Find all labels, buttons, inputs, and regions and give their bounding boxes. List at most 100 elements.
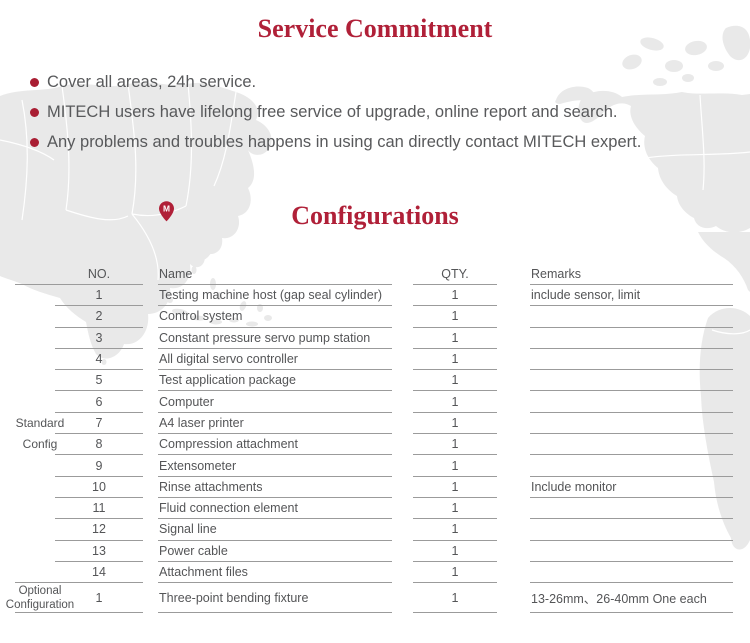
cell-name: Control system xyxy=(158,306,392,328)
header-no: NO. xyxy=(55,263,143,285)
cell-name: Compression attachment xyxy=(158,434,392,456)
cell-name: Constant pressure servo pump station xyxy=(158,328,392,349)
table-row: 7 A4 laser printer 1 xyxy=(15,413,733,435)
cell-qty: 1 xyxy=(413,306,497,328)
cell-no: 13 xyxy=(55,541,143,562)
cell-no: 1 xyxy=(55,583,143,614)
header-remarks: Remarks xyxy=(530,263,733,285)
cell-remarks xyxy=(530,455,733,477)
bullet-dot-icon xyxy=(30,77,39,87)
islands-east-asia xyxy=(101,181,272,365)
cell-config-group xyxy=(15,370,55,391)
cell-name: Test application package xyxy=(158,370,392,392)
cell-qty: 1 xyxy=(413,562,497,584)
cell-remarks xyxy=(530,434,733,456)
cell-remarks xyxy=(530,328,733,349)
cell-remarks xyxy=(530,519,733,541)
cell-qty: 1 xyxy=(413,498,497,520)
cell-remarks xyxy=(530,541,733,562)
cell-config-group xyxy=(15,583,55,614)
continent-south-america xyxy=(699,308,750,550)
cell-remarks xyxy=(530,391,733,413)
cell-name: Signal line xyxy=(158,519,392,541)
header-config-group xyxy=(15,263,55,285)
cell-config-group xyxy=(15,541,55,562)
cell-no: 5 xyxy=(55,370,143,392)
bullet-dot-icon xyxy=(30,107,39,117)
cell-no: 6 xyxy=(55,391,143,413)
cell-remarks xyxy=(530,306,733,328)
cell-name: Extensometer xyxy=(158,455,392,477)
cell-qty: 1 xyxy=(413,370,497,392)
cell-name: All digital servo controller xyxy=(158,349,392,371)
table-row: 2 Control system 1 xyxy=(15,306,733,328)
pin-glyph: M xyxy=(163,204,170,214)
cell-remarks: Include monitor xyxy=(530,477,733,498)
bullet-text: Any problems and troubles happens in usi… xyxy=(47,132,642,151)
service-bullet-list: Cover all areas, 24h service. MITECH use… xyxy=(30,72,641,162)
cell-config-group xyxy=(15,477,55,498)
bullet-dot-icon xyxy=(30,137,39,147)
cell-no: 3 xyxy=(55,328,143,349)
cell-remarks xyxy=(530,562,733,584)
cell-remarks: include sensor, limit xyxy=(530,285,733,307)
group-label-line: Optional xyxy=(18,585,62,597)
cell-config-group xyxy=(15,562,55,584)
cell-remarks: 13-26mm、26-40mm One each xyxy=(530,583,733,614)
header-name: Name xyxy=(158,263,392,285)
table-row: 5 Test application package 1 xyxy=(15,370,733,392)
cell-no: 14 xyxy=(55,562,143,584)
group-label-line: Config xyxy=(22,437,58,452)
cell-name: Testing machine host (gap seal cylinder) xyxy=(158,285,392,307)
cell-name: Attachment files xyxy=(158,562,392,584)
bullet-item: Any problems and troubles happens in usi… xyxy=(30,132,641,152)
cell-remarks xyxy=(530,498,733,520)
table-row: 3 Constant pressure servo pump station 1 xyxy=(15,328,733,349)
cell-qty: 1 xyxy=(413,391,497,413)
table-row-optional: 1 Three-point bending fixture 1 13-26mm、… xyxy=(15,583,733,614)
cell-config-group xyxy=(15,328,55,349)
section-title-configurations: Configurations xyxy=(291,201,459,230)
cell-qty: 1 xyxy=(413,285,497,307)
group-label-line: Configuration xyxy=(5,599,75,611)
cell-qty: 1 xyxy=(413,519,497,541)
table-row: 14 Attachment files 1 xyxy=(15,562,733,584)
cell-qty: 1 xyxy=(413,477,497,498)
cell-config-group xyxy=(15,306,55,327)
cell-name: Fluid connection element xyxy=(158,498,392,520)
cell-no: 8 xyxy=(55,434,143,456)
cell-no: 10 xyxy=(55,477,143,498)
location-pin-icon: M xyxy=(159,201,174,222)
cell-no: 12 xyxy=(55,519,143,541)
table-row: 11 Fluid connection element 1 xyxy=(15,498,733,520)
table-header-row: NO. Name QTY. Remarks xyxy=(15,263,733,285)
cell-qty: 1 xyxy=(413,541,497,562)
cell-qty: 1 xyxy=(413,413,497,435)
table-row: 1 Testing machine host (gap seal cylinde… xyxy=(15,285,733,307)
cell-config-group xyxy=(15,498,55,519)
cell-no: 2 xyxy=(55,306,143,328)
bullet-text: MITECH users have lifelong free service … xyxy=(47,102,618,121)
cell-no: 11 xyxy=(55,498,143,520)
group-label-optional-configuration: Optional Configuration xyxy=(2,584,78,612)
cell-remarks xyxy=(530,370,733,392)
cell-qty: 1 xyxy=(413,328,497,349)
cell-no: 1 xyxy=(55,285,143,307)
cell-name: Rinse attachments xyxy=(158,477,392,498)
configuration-table: NO. Name QTY. Remarks 1 Testing machine … xyxy=(15,263,733,614)
table-row: 10 Rinse attachments 1 Include monitor xyxy=(15,477,733,498)
bullet-item: Cover all areas, 24h service. xyxy=(30,72,641,92)
table-row: 6 Computer 1 xyxy=(15,391,733,413)
cell-config-group xyxy=(15,519,55,540)
cell-config-group xyxy=(15,391,55,412)
cell-qty: 1 xyxy=(413,583,497,614)
cell-name: Power cable xyxy=(158,541,392,562)
cell-remarks xyxy=(530,349,733,371)
cell-no: 9 xyxy=(55,455,143,477)
cell-name: Three-point bending fixture xyxy=(158,583,392,614)
table-row: 13 Power cable 1 xyxy=(15,541,733,562)
cell-no: 7 xyxy=(55,413,143,435)
continent-north-america xyxy=(555,25,750,292)
